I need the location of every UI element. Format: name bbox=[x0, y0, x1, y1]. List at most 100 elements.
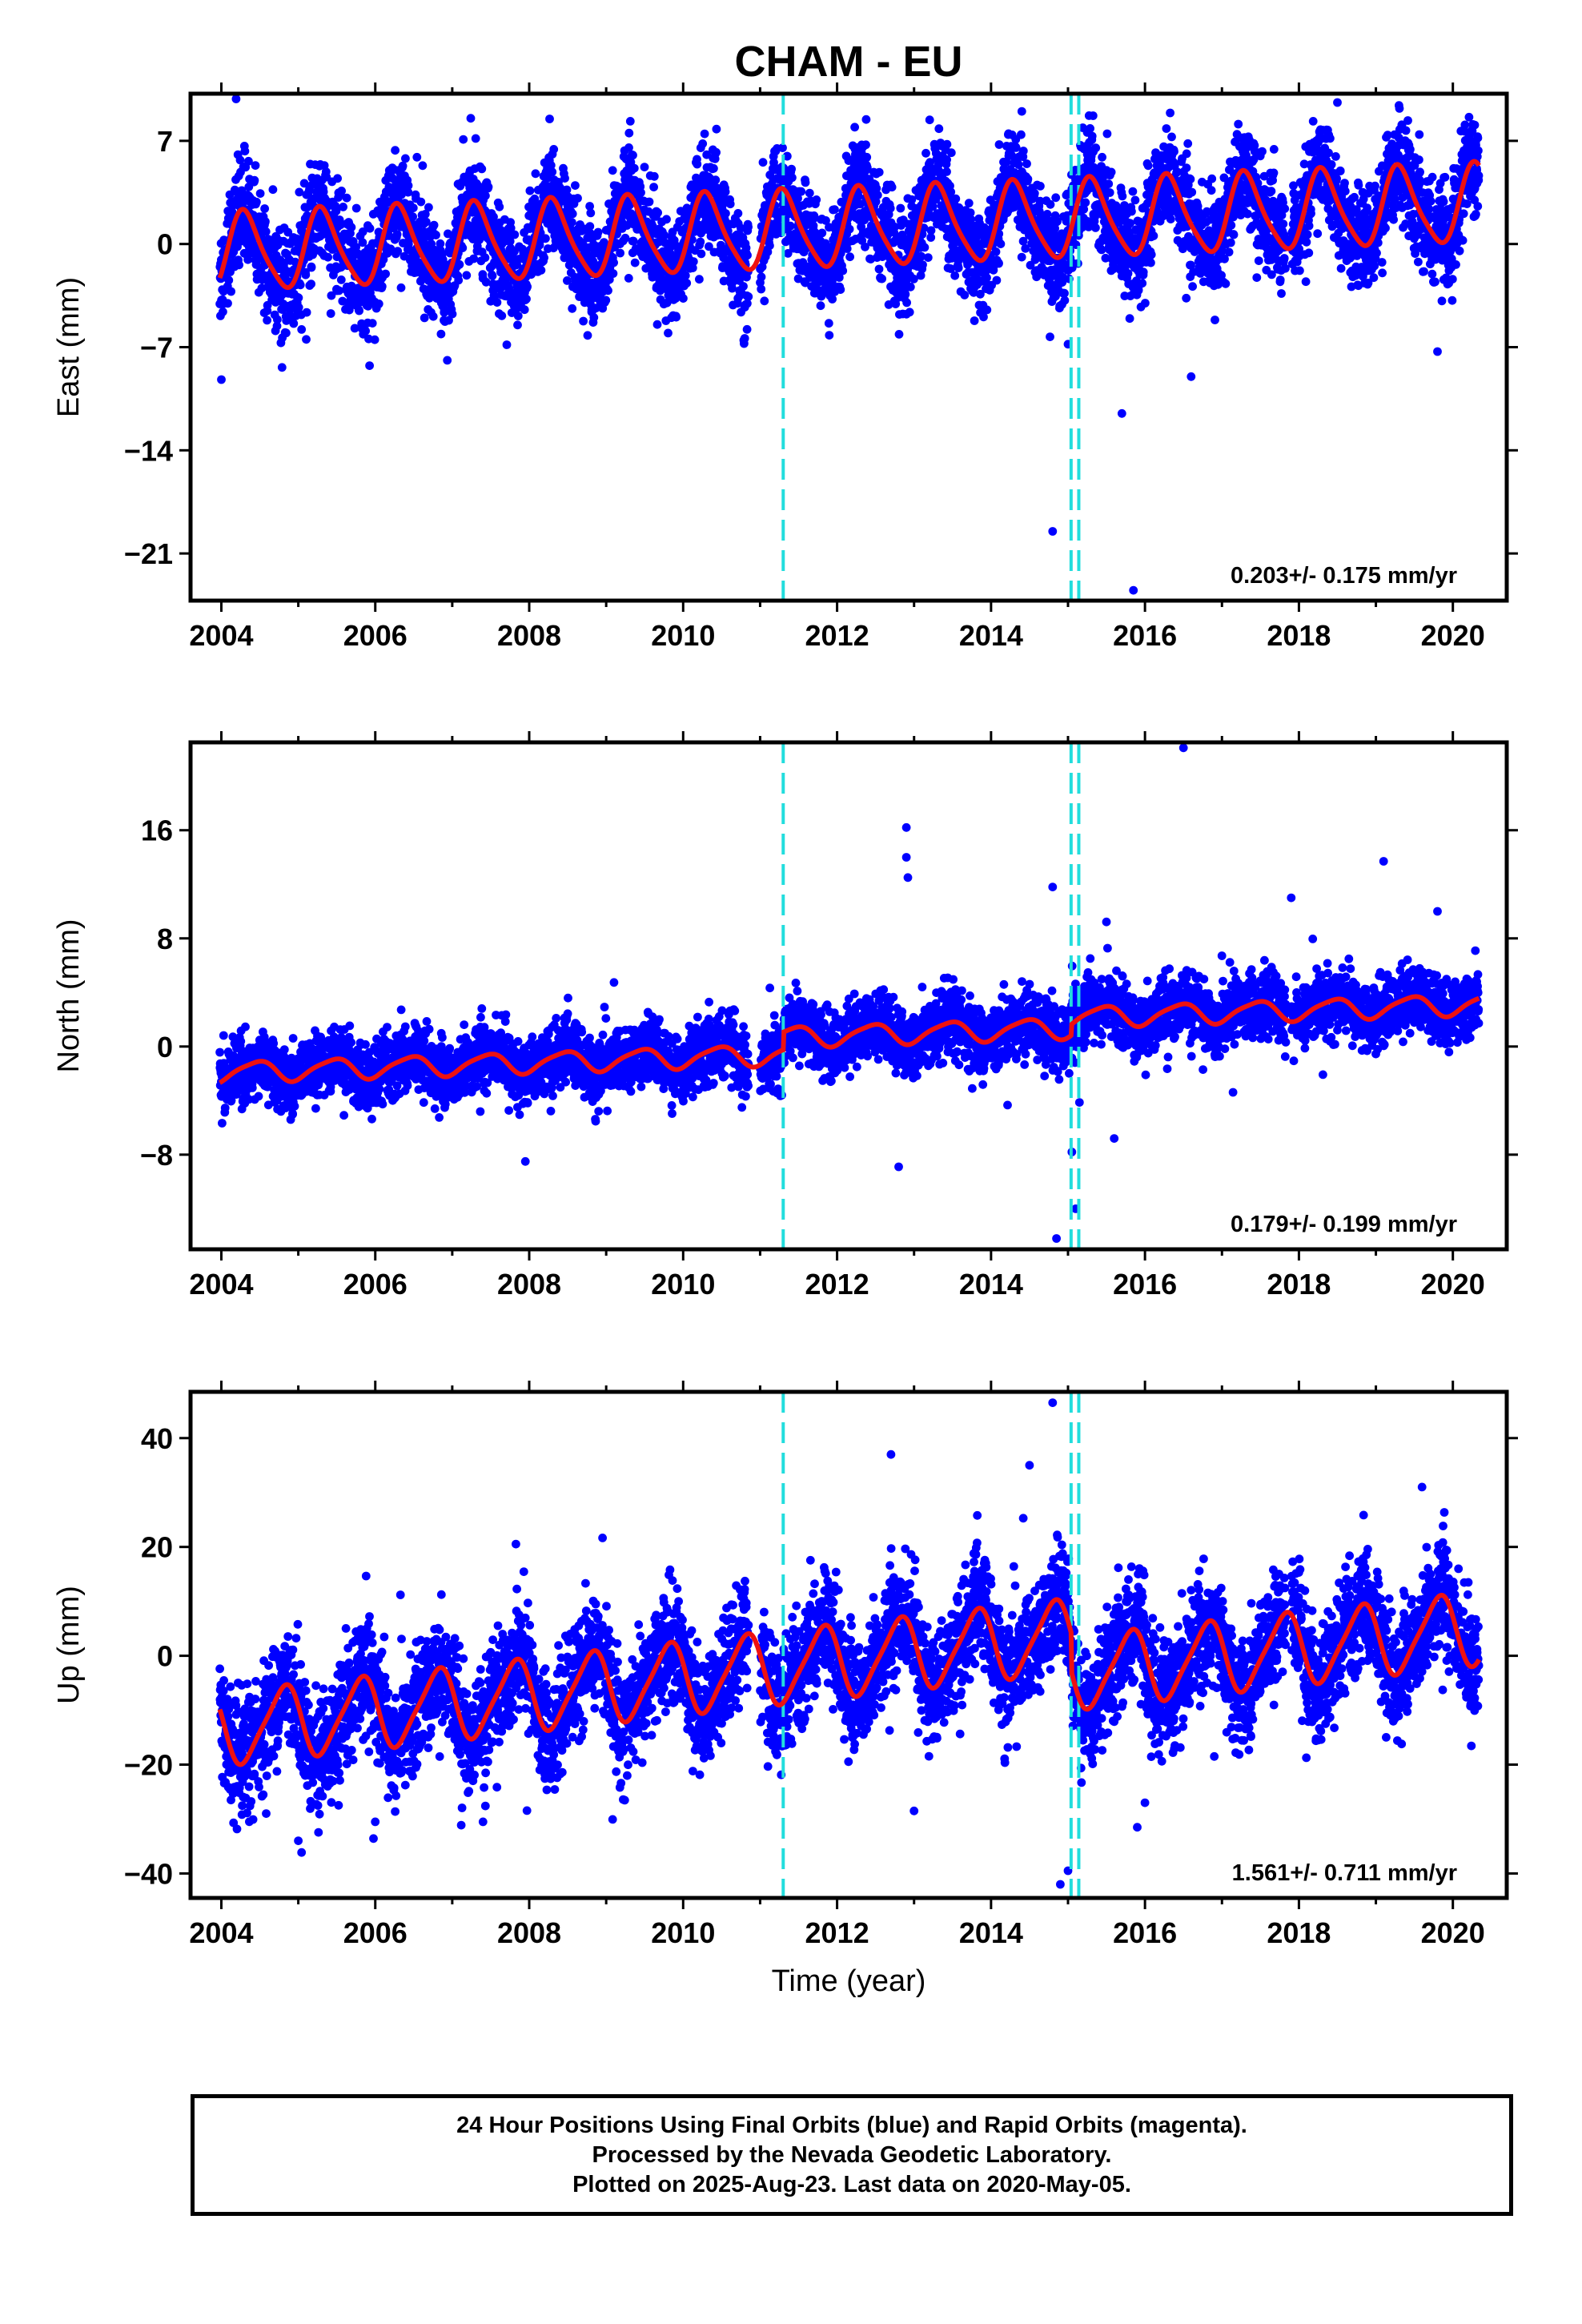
data-point bbox=[307, 279, 315, 288]
data-point bbox=[1226, 238, 1235, 247]
data-point bbox=[682, 279, 692, 287]
data-point bbox=[1126, 219, 1134, 228]
data-point bbox=[223, 299, 232, 308]
data-point bbox=[339, 203, 347, 211]
data-point bbox=[1182, 293, 1191, 303]
data-point bbox=[996, 239, 1006, 248]
data-point bbox=[355, 306, 363, 316]
data-point bbox=[462, 271, 472, 280]
data-point bbox=[251, 161, 260, 171]
data-point bbox=[525, 186, 535, 195]
data-point bbox=[926, 226, 936, 235]
data-point bbox=[408, 203, 418, 212]
data-point bbox=[295, 280, 305, 290]
data-point bbox=[874, 264, 884, 274]
data-point bbox=[693, 159, 702, 169]
data-point bbox=[744, 292, 753, 301]
data-point bbox=[1279, 219, 1288, 228]
data-point bbox=[255, 189, 265, 199]
data-point bbox=[672, 312, 681, 322]
data-point bbox=[679, 294, 688, 303]
data-point bbox=[1166, 215, 1175, 223]
data-point bbox=[299, 179, 309, 188]
data-point bbox=[282, 328, 291, 338]
data-point bbox=[921, 148, 930, 158]
data-point bbox=[235, 155, 245, 165]
data-point bbox=[801, 178, 810, 187]
data-point bbox=[567, 218, 576, 227]
data-point bbox=[398, 161, 408, 171]
data-point bbox=[562, 185, 572, 195]
data-point bbox=[408, 212, 417, 221]
data-point bbox=[367, 319, 377, 328]
data-point bbox=[850, 123, 859, 132]
data-point bbox=[336, 275, 346, 284]
data-point bbox=[243, 255, 252, 264]
data-point bbox=[323, 252, 332, 262]
data-point bbox=[630, 258, 640, 267]
data-point bbox=[695, 275, 704, 284]
data-point bbox=[874, 167, 884, 177]
data-point bbox=[923, 253, 933, 262]
data-point bbox=[250, 175, 259, 185]
data-point bbox=[733, 209, 743, 218]
data-point bbox=[1123, 269, 1133, 278]
data-point bbox=[219, 307, 227, 316]
data-point bbox=[1017, 130, 1026, 139]
data-point bbox=[396, 283, 406, 292]
data-point bbox=[896, 203, 905, 213]
data-point bbox=[628, 151, 637, 160]
data-point bbox=[797, 187, 806, 196]
data-point bbox=[828, 295, 837, 304]
data-point bbox=[934, 124, 944, 134]
data-point bbox=[268, 185, 278, 195]
data-point bbox=[412, 152, 422, 162]
data-point bbox=[1146, 250, 1156, 259]
data-point bbox=[1187, 187, 1197, 197]
data-point bbox=[295, 187, 304, 197]
data-point bbox=[370, 335, 379, 344]
data-point bbox=[488, 271, 497, 280]
data-point bbox=[260, 204, 269, 213]
data-point bbox=[845, 224, 854, 234]
data-point bbox=[1018, 147, 1028, 155]
data-point bbox=[1128, 187, 1138, 196]
panel-east: 2004 2006 2008 2010 2012 2014 2016 2018 202070−7… bbox=[52, 82, 1518, 652]
data-point bbox=[711, 175, 721, 185]
data-point bbox=[624, 274, 633, 283]
data-point bbox=[1141, 299, 1150, 308]
data-point bbox=[589, 313, 599, 322]
data-point bbox=[991, 247, 1001, 256]
data-point bbox=[812, 195, 821, 204]
data-point bbox=[862, 152, 872, 162]
data-point bbox=[817, 228, 827, 238]
data-point bbox=[887, 183, 897, 192]
data-point bbox=[629, 163, 639, 173]
data-point bbox=[1162, 124, 1171, 133]
data-point bbox=[416, 197, 426, 207]
data-point bbox=[454, 275, 464, 285]
data-point bbox=[696, 237, 705, 247]
data-point bbox=[845, 252, 854, 262]
data-point bbox=[548, 167, 557, 177]
data-point bbox=[788, 173, 797, 183]
data-point bbox=[681, 271, 690, 280]
data-point bbox=[644, 197, 654, 207]
data-point bbox=[925, 115, 934, 125]
data-point bbox=[536, 266, 546, 275]
data-point bbox=[1188, 282, 1197, 292]
data-point bbox=[721, 209, 730, 218]
data-point bbox=[1167, 132, 1176, 142]
data-point bbox=[1127, 207, 1136, 216]
data-point bbox=[297, 325, 307, 334]
data-point bbox=[700, 129, 709, 139]
data-point bbox=[757, 284, 766, 294]
data-point bbox=[1087, 131, 1097, 141]
data-point bbox=[1138, 267, 1148, 277]
data-point bbox=[541, 234, 550, 243]
data-point bbox=[1022, 159, 1031, 168]
data-point bbox=[1130, 195, 1140, 205]
data-point bbox=[432, 231, 440, 239]
data-point bbox=[573, 194, 582, 203]
